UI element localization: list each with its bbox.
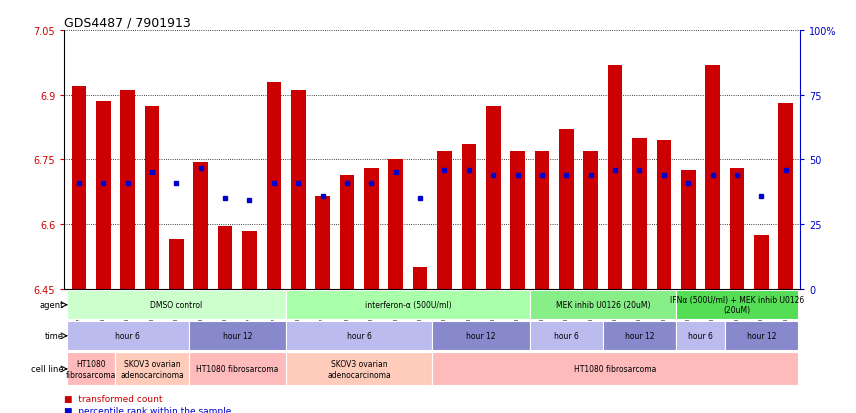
Bar [67,353,116,385]
Bar [584,152,598,289]
Text: GDS4487 / 7901913: GDS4487 / 7901913 [64,17,191,30]
Bar [67,321,188,351]
Text: hour 6: hour 6 [688,332,713,340]
Bar [725,321,798,351]
Text: hour 12: hour 12 [467,332,496,340]
Bar [486,106,501,289]
Text: hour 6: hour 6 [554,332,579,340]
Text: ■  percentile rank within the sample: ■ percentile rank within the sample [64,406,232,413]
Bar [188,353,286,385]
Bar [603,321,676,351]
Bar [530,290,676,320]
Text: cell line: cell line [31,365,63,373]
Bar [608,65,622,289]
Bar [116,353,188,385]
Bar [432,321,530,351]
Bar [169,240,184,289]
Text: hour 12: hour 12 [223,332,252,340]
Bar [413,268,427,289]
Text: SKOV3 ovarian
adenocarcinoma: SKOV3 ovarian adenocarcinoma [327,359,391,379]
Bar [286,290,530,320]
Bar [120,91,135,289]
Bar [633,138,647,289]
Bar [535,152,550,289]
Text: agent: agent [39,301,63,309]
Text: SKOV3 ovarian
adenocarcinoma: SKOV3 ovarian adenocarcinoma [120,359,184,379]
Bar [340,175,354,289]
Bar [437,152,452,289]
Text: hour 6: hour 6 [347,332,372,340]
Bar [67,290,286,320]
Bar [461,145,476,289]
Bar [364,169,378,289]
Bar [188,321,286,351]
Bar [242,231,257,289]
Bar [681,171,696,289]
Bar [676,321,725,351]
Text: MEK inhib U0126 (20uM): MEK inhib U0126 (20uM) [556,301,651,309]
Bar [217,227,232,289]
Bar [432,353,798,385]
Text: interferon-α (500U/ml): interferon-α (500U/ml) [365,301,451,309]
Bar [778,104,793,289]
Bar [266,83,281,289]
Bar [291,91,306,289]
Text: ■  transformed count: ■ transformed count [64,394,163,403]
Text: HT1080 fibrosarcoma: HT1080 fibrosarcoma [574,365,657,373]
Bar [530,321,603,351]
Bar [72,87,86,289]
Text: hour 12: hour 12 [746,332,776,340]
Text: IFNα (500U/ml) + MEK inhib U0126
(20uM): IFNα (500U/ml) + MEK inhib U0126 (20uM) [670,295,804,315]
Bar [145,106,159,289]
Bar [286,321,432,351]
Bar [705,65,720,289]
Bar [559,130,574,289]
Bar [389,160,403,289]
Text: HT1080
fibrosarcoma: HT1080 fibrosarcoma [66,359,116,379]
Text: HT1080 fibrosarcoma: HT1080 fibrosarcoma [196,365,278,373]
Bar [96,102,110,289]
Bar [754,235,769,289]
Bar [193,162,208,289]
Text: DMSO control: DMSO control [150,301,203,309]
Bar [676,290,798,320]
Bar [510,152,525,289]
Text: hour 6: hour 6 [116,332,140,340]
Bar [729,169,745,289]
Bar [315,197,330,289]
Text: hour 12: hour 12 [625,332,654,340]
Bar [286,353,432,385]
Text: time: time [45,332,63,340]
Bar [657,141,671,289]
